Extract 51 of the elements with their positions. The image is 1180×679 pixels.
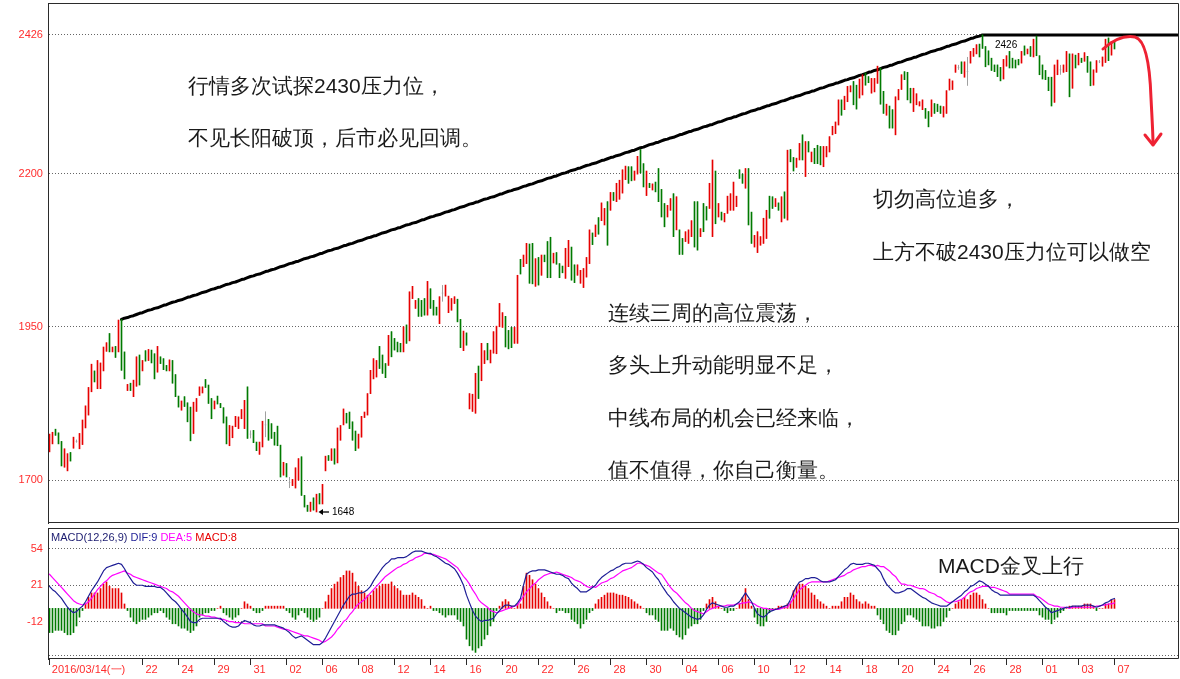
x-tick-label: 07 (1117, 662, 1130, 675)
x-tick-label: 14 (829, 662, 842, 675)
annotation: 切勿高位追多， (873, 186, 1020, 212)
x-tick-label: 12 (793, 662, 806, 675)
legend-title: MACD(12,26,9) (51, 530, 128, 543)
annotation: 1648 (332, 505, 355, 518)
x-tick-label: 2016/03/14(一) (51, 662, 126, 675)
y-tick-label: 54 (30, 541, 43, 554)
x-tick-label: 29 (217, 662, 230, 675)
annotation: 值不值得，你自己衡量。 (608, 457, 839, 483)
x-tick-label: 08 (361, 662, 374, 675)
annotation: MACD金叉上行 (938, 553, 1084, 579)
y-tick-label: 2200 (18, 166, 43, 179)
x-tick-label: 02 (289, 662, 302, 675)
x-tick-label: 24 (937, 662, 950, 675)
annotation: 多头上升动能明显不足， (608, 352, 839, 378)
x-tick-label: 06 (325, 662, 338, 675)
x-tick-label: 20 (901, 662, 914, 675)
x-tick-label: 01 (1045, 662, 1058, 675)
x-tick-label: 18 (865, 662, 878, 675)
x-tick-label: 10 (757, 662, 770, 675)
x-tick-label: 20 (505, 662, 518, 675)
x-tick-label: 26 (973, 662, 986, 675)
x-tick-label: 12 (397, 662, 410, 675)
annotation: 不见长阳破顶，后市必见回调。 (188, 125, 482, 151)
x-tick-label: 28 (613, 662, 626, 675)
x-tick-label: 31 (253, 662, 266, 675)
x-tick-label: 16 (469, 662, 482, 675)
text: DIF:9 (130, 530, 158, 543)
annotation: 2426 (995, 38, 1018, 51)
x-tick-label: 22 (541, 662, 554, 675)
x-tick-label: 26 (577, 662, 590, 675)
x-tick-label: 14 (433, 662, 446, 675)
text: MACD:8 (195, 530, 237, 543)
y-tick-label: 1950 (18, 319, 43, 332)
y-tick-label: 1700 (18, 473, 43, 486)
x-tick-label: 04 (685, 662, 698, 675)
y-tick-label: 21 (30, 578, 43, 591)
x-tick-label: 06 (721, 662, 734, 675)
annotation: 上方不破2430压力位可以做空 (873, 239, 1151, 265)
x-tick-label: 24 (181, 662, 194, 675)
annotation: 中线布局的机会已经来临， (608, 405, 860, 431)
x-tick-label: 28 (1009, 662, 1022, 675)
y-tick-label: -12 (27, 614, 43, 627)
x-tick-label: 22 (145, 662, 158, 675)
annotation: 连续三周的高位震荡， (608, 300, 818, 326)
x-tick-label: 03 (1081, 662, 1094, 675)
annotation: 行情多次试探2430压力位， (188, 73, 445, 99)
x-tick-label: 30 (649, 662, 662, 675)
text: DEA:5 (160, 530, 193, 543)
y-tick-label: 2426 (18, 27, 43, 40)
